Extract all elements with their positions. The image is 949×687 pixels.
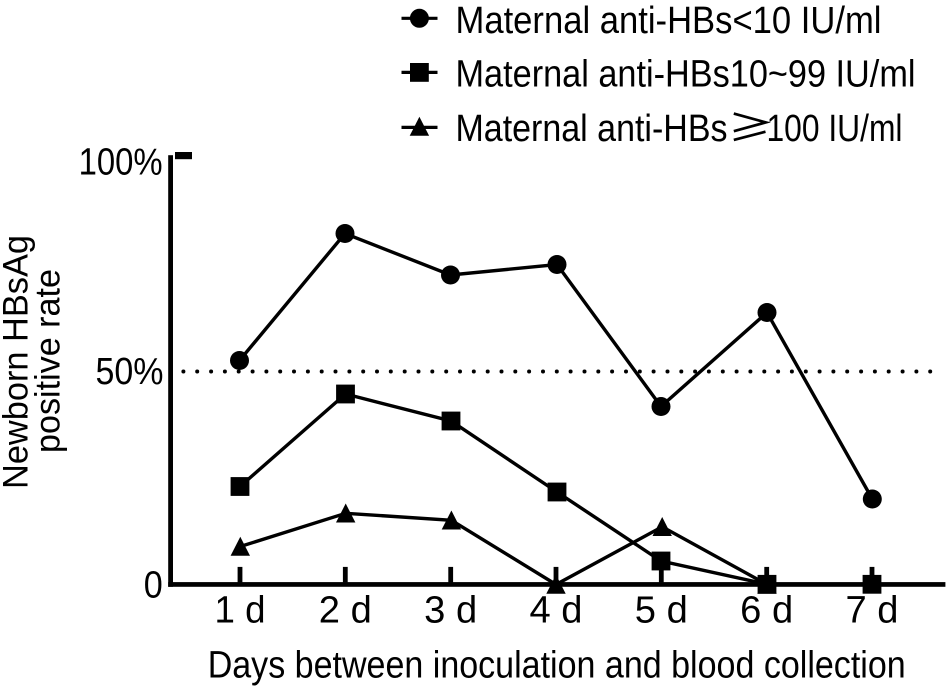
svg-text:Maternal anti-HBs<10 IU/ml: Maternal anti-HBs<10 IU/ml	[456, 0, 882, 42]
svg-text:5 d: 5 d	[635, 590, 688, 632]
svg-text:6 d: 6 d	[740, 590, 793, 632]
svg-text:positive rate: positive rate	[29, 269, 68, 453]
svg-text:Newborn HBsAg: Newborn HBsAg	[0, 235, 36, 489]
svg-text:Days between inoculation and b: Days between inoculation and blood colle…	[208, 645, 906, 687]
svg-text:Maternal anti-HBs: Maternal anti-HBs	[456, 108, 728, 150]
svg-text:2 d: 2 d	[319, 590, 372, 632]
svg-text:50%: 50%	[96, 351, 164, 393]
svg-text:100 IU/ml: 100 IU/ml	[767, 108, 903, 150]
svg-text:0: 0	[144, 565, 163, 607]
svg-text:3 d: 3 d	[424, 590, 477, 632]
svg-text:1 d: 1 d	[215, 590, 266, 632]
svg-text:7 d: 7 d	[846, 590, 899, 632]
svg-text:100%: 100%	[79, 142, 163, 184]
svg-text:4 d: 4 d	[530, 590, 583, 632]
svg-text:Maternal anti-HBs10~99 IU/ml: Maternal anti-HBs10~99 IU/ml	[456, 53, 916, 95]
